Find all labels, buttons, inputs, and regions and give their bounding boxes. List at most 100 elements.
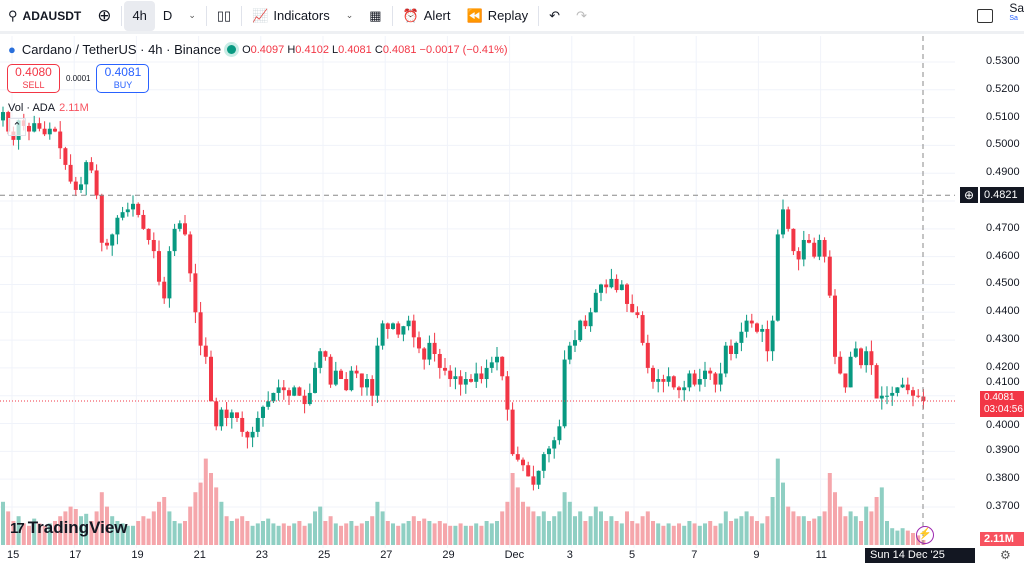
volume-bar (484, 521, 489, 545)
candle-body (391, 323, 395, 329)
time-tick: Dec (504, 549, 525, 561)
compare-button[interactable]: ⊕ (89, 1, 119, 31)
volume-bar (53, 521, 57, 545)
tradingview-logo[interactable]: 17 TradingView (10, 518, 128, 538)
candle-body (729, 345, 733, 355)
candle-body (318, 351, 323, 368)
indicators-button[interactable]: 📈 Indicators (244, 1, 338, 31)
candle-body (240, 417, 245, 432)
volume-bar (521, 501, 525, 545)
buy-price: 0.4081 (104, 65, 142, 79)
candle-body (489, 362, 494, 368)
time-axis[interactable]: 15 17 19 21 23 25 27 29 Dec 3 5 7 9 11 (0, 548, 955, 563)
candle-body (723, 345, 728, 374)
volume-bar (307, 523, 312, 545)
candle-body (453, 376, 458, 380)
volume-bar (365, 521, 369, 545)
volume-bar (406, 521, 411, 545)
candle-body (365, 379, 369, 388)
timeframe-d[interactable]: D (162, 8, 173, 23)
price-tick: 0.5000 (986, 138, 1020, 151)
volume-bar (141, 516, 146, 545)
volume-bar (339, 525, 343, 545)
high-label: H (287, 43, 296, 56)
buy-button[interactable]: 0.4081 BUY (96, 64, 150, 93)
volume-bar (879, 487, 884, 545)
volume-bar (437, 521, 442, 545)
candle-body (796, 251, 801, 260)
low-label: L (332, 43, 339, 56)
candle-body (677, 387, 681, 391)
top-toolbar: ⚲ ADAUSDT ⊕ 4h D ⌄ ▯▯ 📈 Indicators ⌄ ▦ ⏰ A… (0, 0, 1024, 34)
chart-type-button[interactable]: ▯▯ (209, 1, 239, 31)
high-value: 0.4102 (295, 43, 329, 56)
volume-bar (817, 516, 822, 545)
market-status-dot[interactable] (227, 45, 237, 54)
candle-body (328, 356, 333, 385)
layouts-button[interactable]: ▦ (361, 1, 389, 31)
candle-body (198, 312, 203, 346)
alarm-clock-icon: ⏰ (402, 7, 419, 23)
volume-bar (281, 523, 286, 545)
volume-bar (177, 523, 182, 545)
indicators-dropdown[interactable]: ⌄ (338, 1, 362, 31)
volume-bar (895, 530, 900, 545)
replay-button[interactable]: ⏪ Replay (459, 1, 537, 31)
account-button[interactable]: Sa Sa (1001, 1, 1024, 31)
volume-bar (458, 523, 463, 545)
symbol-search[interactable]: ⚲ ADAUSDT (0, 1, 89, 31)
redo-button[interactable]: ↷ (568, 1, 595, 31)
candle-body (495, 356, 499, 363)
candle-body (302, 395, 307, 405)
rewind-icon: ⏪ (466, 7, 483, 23)
fullscreen-button[interactable] (969, 1, 1001, 31)
candle-body (172, 228, 177, 252)
volume-bar (593, 506, 598, 545)
candle-body (775, 234, 780, 321)
volume-bar (583, 521, 588, 545)
volume-bar (42, 525, 47, 545)
volume-bar (463, 525, 468, 545)
volume-bar (151, 511, 156, 545)
volume-bar (734, 518, 739, 545)
candle-body (105, 242, 109, 246)
price-tick: 0.4300 (986, 333, 1020, 346)
candle-body (578, 320, 583, 341)
account-sublabel: Sa (1009, 14, 1018, 22)
volume-legend[interactable]: Vol · ADA 2.11M (8, 102, 89, 114)
candle-body (47, 128, 52, 135)
volume-bar (729, 521, 733, 545)
candle-body (531, 476, 536, 485)
replay-label: Replay (487, 8, 529, 23)
candle-body (505, 376, 510, 410)
sell-button[interactable]: 0.4080 SELL (7, 64, 60, 93)
volume-bar (115, 521, 120, 545)
settings-icon[interactable]: ⚙ (1000, 548, 1011, 562)
timeframe-dropdown[interactable]: ⌄ (180, 1, 204, 31)
symbol-title[interactable]: Cardano / TetherUS · 4h · Binance (21, 42, 222, 57)
price-chart[interactable] (0, 36, 1024, 548)
volume-bar (645, 511, 650, 545)
collapse-legend-button[interactable]: ⌃ (8, 118, 26, 136)
volume-bar (625, 511, 629, 545)
add-alert-plus-icon[interactable]: ⊕ (960, 187, 978, 203)
candle-body (432, 342, 437, 355)
volume-bar (661, 525, 666, 545)
candle-body (203, 345, 208, 357)
timeframe-4h[interactable]: 4h (124, 0, 155, 31)
lightning-icon[interactable]: ⚡ (916, 526, 934, 544)
open-value: 0.4097 (250, 43, 285, 56)
candle-body (817, 239, 822, 257)
candle-body (359, 373, 364, 388)
volume-bar (349, 521, 354, 545)
volume-bar (391, 523, 395, 545)
undo-button[interactable]: ↶ (541, 1, 568, 31)
volume-bar (276, 525, 281, 545)
candle-body (271, 392, 276, 402)
volume-bar (713, 525, 718, 545)
candle-body (573, 340, 577, 346)
redo-icon: ↷ (576, 7, 587, 23)
candle-body (245, 431, 250, 438)
volume-bar (697, 525, 702, 545)
alert-button[interactable]: ⏰ Alert (395, 1, 459, 31)
